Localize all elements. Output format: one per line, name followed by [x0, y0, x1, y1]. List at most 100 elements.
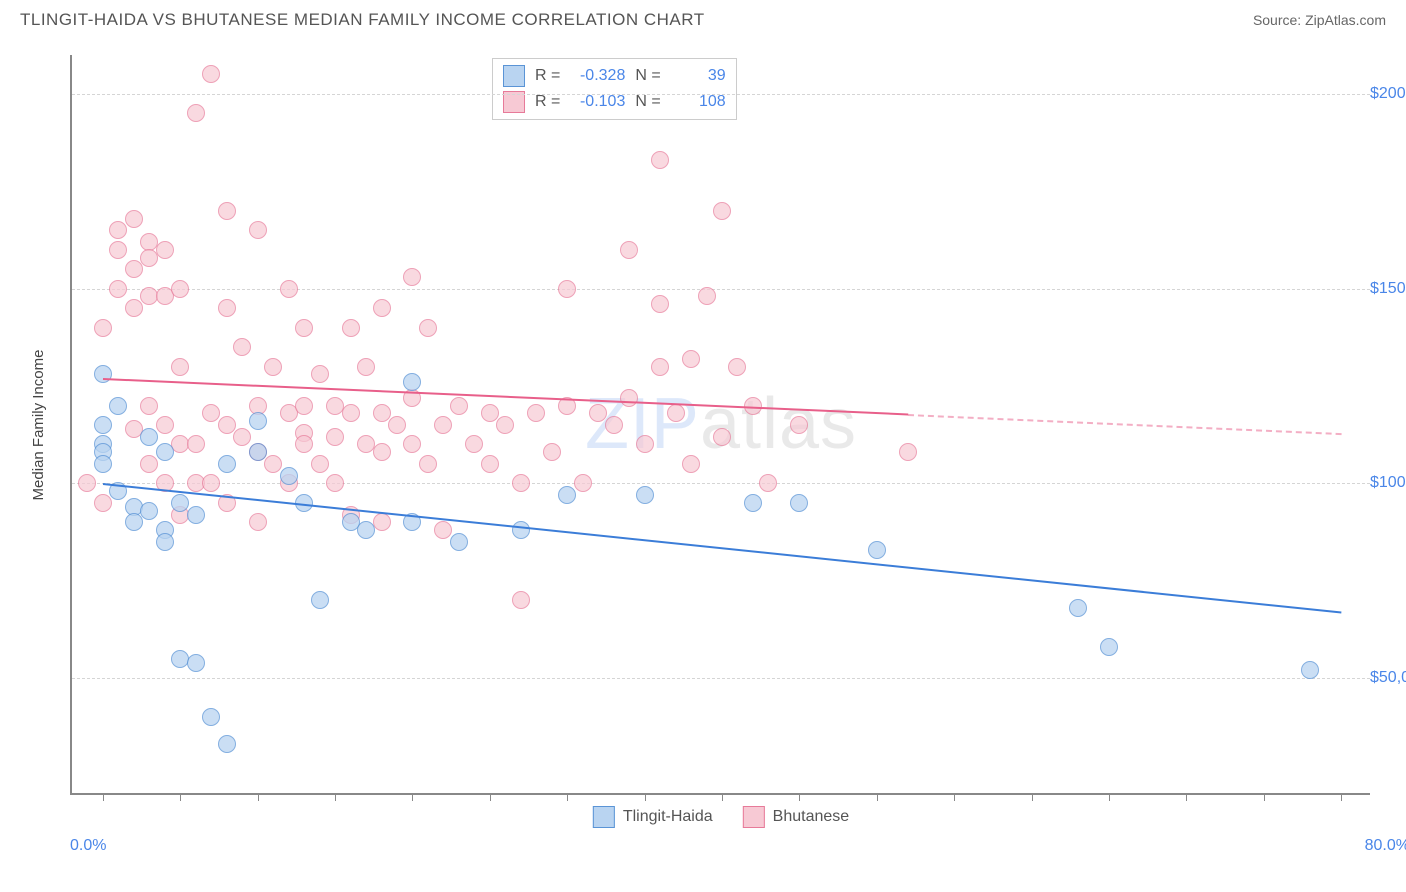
chart-container: Median Family Income ZIPatlas R = -0.328… [50, 55, 1390, 825]
data-point [651, 358, 669, 376]
data-point [620, 241, 638, 259]
data-point [574, 474, 592, 492]
data-point [187, 506, 205, 524]
data-point [311, 591, 329, 609]
data-point [667, 404, 685, 422]
stats-n-value-1: 39 [671, 67, 726, 85]
data-point [171, 358, 189, 376]
data-point [218, 735, 236, 753]
data-point [94, 319, 112, 337]
x-tick [258, 793, 259, 801]
data-point [373, 404, 391, 422]
data-point [140, 428, 158, 446]
data-point [264, 358, 282, 376]
data-point [868, 541, 886, 559]
data-point [218, 202, 236, 220]
x-tick [645, 793, 646, 801]
data-point [140, 455, 158, 473]
y-axis-label: Median Family Income [30, 350, 47, 501]
data-point [311, 455, 329, 473]
data-point [202, 474, 220, 492]
data-point [311, 365, 329, 383]
data-point [403, 435, 421, 453]
data-point [728, 358, 746, 376]
data-point [373, 443, 391, 461]
data-point [403, 373, 421, 391]
data-point [1100, 638, 1118, 656]
chart-title: TLINGIT-HAIDA VS BHUTANESE MEDIAN FAMILY… [20, 10, 705, 30]
data-point [512, 521, 530, 539]
data-point [156, 241, 174, 259]
data-point [187, 435, 205, 453]
data-point [636, 486, 654, 504]
legend-swatch-2 [743, 806, 765, 828]
data-point [636, 435, 654, 453]
data-point [342, 319, 360, 337]
y-tick-label: $100,000 [1370, 474, 1406, 492]
data-point [125, 210, 143, 228]
data-point [744, 494, 762, 512]
gridline-h [72, 678, 1370, 679]
data-point [481, 404, 499, 422]
data-point [620, 389, 638, 407]
x-tick [1032, 793, 1033, 801]
y-tick-label: $150,000 [1370, 280, 1406, 298]
data-point [249, 443, 267, 461]
data-point [357, 358, 375, 376]
x-axis-min-label: 0.0% [70, 837, 106, 855]
data-point [109, 280, 127, 298]
data-point [419, 319, 437, 337]
x-tick [180, 793, 181, 801]
data-point [295, 319, 313, 337]
data-point [698, 287, 716, 305]
data-point [450, 533, 468, 551]
data-point [233, 338, 251, 356]
legend-swatch-1 [593, 806, 615, 828]
data-point [156, 416, 174, 434]
data-point [713, 202, 731, 220]
data-point [295, 435, 313, 453]
data-point [682, 350, 700, 368]
data-point [249, 513, 267, 531]
stats-row-1: R = -0.328 N = 39 [503, 63, 726, 89]
data-point [218, 455, 236, 473]
data-point [434, 521, 452, 539]
x-tick [490, 793, 491, 801]
data-point [202, 708, 220, 726]
data-point [373, 513, 391, 531]
data-point [202, 404, 220, 422]
data-point [899, 443, 917, 461]
data-point [109, 241, 127, 259]
x-tick [335, 793, 336, 801]
data-point [94, 416, 112, 434]
stats-n-value-2: 108 [671, 93, 726, 111]
data-point [512, 474, 530, 492]
stats-n-label: N = [635, 67, 660, 85]
stats-box: R = -0.328 N = 39 R = -0.103 N = 108 [492, 58, 737, 120]
data-point [682, 455, 700, 473]
x-tick [954, 793, 955, 801]
x-tick [799, 793, 800, 801]
x-tick [877, 793, 878, 801]
data-point [171, 494, 189, 512]
data-point [651, 151, 669, 169]
x-tick [567, 793, 568, 801]
data-point [373, 299, 391, 317]
data-point [109, 397, 127, 415]
data-point [713, 428, 731, 446]
stats-r-label: R = [535, 93, 560, 111]
data-point [589, 404, 607, 422]
x-tick [103, 793, 104, 801]
data-point [171, 280, 189, 298]
data-point [249, 412, 267, 430]
data-point [759, 474, 777, 492]
data-point [1301, 661, 1319, 679]
data-point [233, 428, 251, 446]
data-point [109, 221, 127, 239]
data-point [249, 221, 267, 239]
data-point [187, 654, 205, 672]
x-tick [1264, 793, 1265, 801]
data-point [558, 486, 576, 504]
data-point [280, 280, 298, 298]
x-axis-max-label: 80.0% [1365, 837, 1406, 855]
